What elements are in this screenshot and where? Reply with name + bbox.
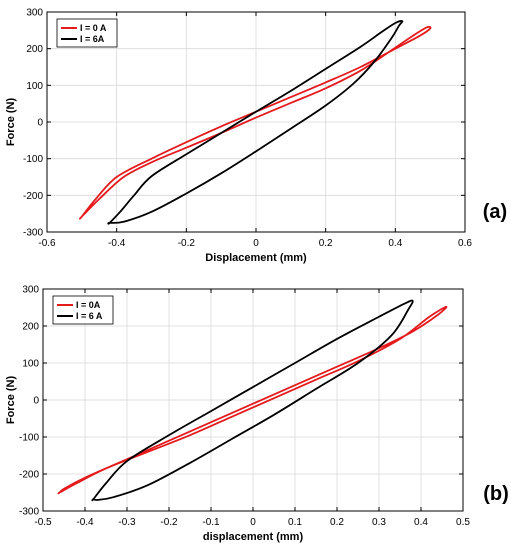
plot-frame	[42, 288, 464, 512]
x-tick-label: 0.3	[372, 517, 386, 528]
x-tick-label: 0.6	[458, 238, 472, 249]
x-tick-label: -0.4	[76, 517, 94, 528]
y-tick-label: 100	[26, 81, 43, 92]
series-line-i0	[57, 305, 448, 495]
x-tick-label: 0.5	[456, 517, 470, 528]
y-tick-label: 300	[26, 8, 43, 19]
x-tick-label: -0.1	[202, 517, 220, 528]
y-tick-label: -300	[23, 228, 43, 239]
legend-box	[52, 295, 114, 325]
panel-label: (b)	[483, 483, 509, 505]
legend-label: I = 0 A	[80, 23, 107, 33]
x-axis-title: displacement (mm)	[203, 531, 304, 543]
y-tick-label: 0	[33, 396, 39, 407]
y-tick-label: 300	[22, 285, 39, 296]
y-tick-label: -100	[23, 154, 43, 165]
y-tick-label: 200	[22, 322, 39, 333]
series-line-i6	[107, 20, 404, 225]
x-tick-label: -0.2	[160, 517, 178, 528]
legend-label: I = 6 A	[76, 311, 103, 321]
y-tick-label: -200	[23, 191, 43, 202]
chart-panel-2: -0.5 -0.4 -0.3 -0.2 -0.1 0 0.1 0.2 0.3 0.4 0.5 300 2…	[5, 285, 509, 544]
x-tick-label: 0.4	[414, 517, 428, 528]
legend: I = 0 AI = 6A	[56, 18, 118, 48]
chart-panel-1: -0.6 -0.4 -0.2 0 0.2 0.4 0.6 300 200 100 0 -100 -200…	[5, 8, 507, 265]
y-tick-label: 0	[37, 118, 43, 129]
x-tick-label: 0	[253, 238, 259, 249]
legend: I = 0AI = 6 A	[52, 295, 114, 325]
legend-label: I = 6A	[80, 34, 105, 44]
y-tick-label: 100	[22, 359, 39, 370]
plot-frame	[46, 11, 466, 233]
series-line-i6	[91, 299, 414, 502]
x-axis-title: Displacement (mm)	[205, 252, 307, 264]
y-tick-label: -200	[19, 470, 39, 481]
x-tick-label: -0.6	[38, 238, 56, 249]
x-tick-label: 0.2	[319, 238, 333, 249]
y-axis-title: Force (N)	[5, 98, 17, 147]
legend-box	[56, 18, 118, 48]
series-line-i0	[78, 25, 432, 220]
y-tick-label: -300	[19, 507, 39, 518]
x-tick-label: 0.4	[388, 238, 402, 249]
legend-label: I = 0A	[76, 300, 101, 310]
x-tick-label: 0.2	[330, 517, 344, 528]
x-tick-label: -0.4	[108, 238, 126, 249]
x-tick-label: -0.2	[178, 238, 196, 249]
panel-label: (a)	[483, 201, 507, 223]
y-tick-label: -100	[19, 433, 39, 444]
x-tick-label: -0.3	[118, 517, 136, 528]
x-tick-label: -0.5	[34, 517, 52, 528]
y-tick-label: 200	[26, 44, 43, 55]
x-tick-label: 0.1	[288, 517, 302, 528]
y-axis-title: Force (N)	[5, 376, 17, 425]
x-tick-label: 0	[250, 517, 256, 528]
